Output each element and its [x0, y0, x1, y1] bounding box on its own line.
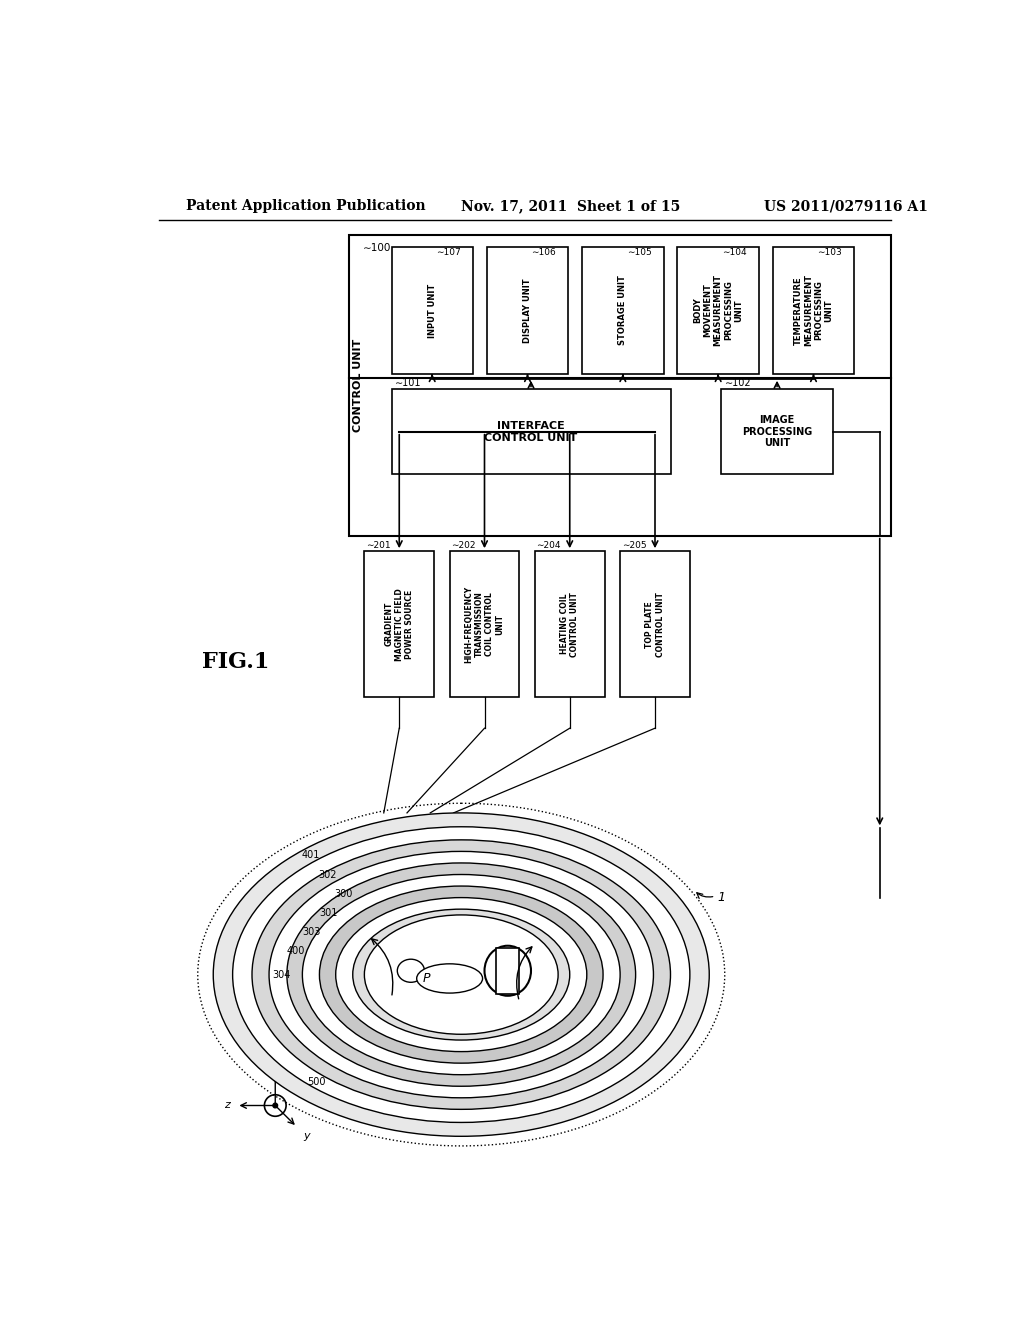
Text: ∼107: ∼107 [436, 248, 461, 257]
Ellipse shape [269, 851, 653, 1098]
Text: FIG.1: FIG.1 [202, 651, 269, 673]
Ellipse shape [302, 874, 621, 1074]
Bar [773, 247, 854, 374]
Bar [486, 247, 568, 374]
Bar [349, 235, 891, 536]
Text: 301: 301 [318, 908, 337, 917]
Text: Patent Application Publication: Patent Application Publication [186, 199, 426, 213]
Ellipse shape [397, 960, 424, 982]
Ellipse shape [365, 915, 558, 1035]
Ellipse shape [319, 886, 603, 1063]
Text: ∼201: ∼201 [366, 541, 390, 549]
Ellipse shape [417, 964, 482, 993]
Text: INPUT UNIT: INPUT UNIT [428, 284, 436, 338]
Text: 303: 303 [302, 927, 321, 937]
Text: 401: 401 [302, 850, 321, 861]
Text: TEMPERATURE
MEASUREMENT
PROCESSING
UNIT: TEMPERATURE MEASUREMENT PROCESSING UNIT [794, 275, 834, 346]
Bar [621, 552, 690, 697]
Ellipse shape [352, 909, 569, 1040]
Text: STORAGE UNIT: STORAGE UNIT [618, 276, 628, 346]
Text: DISPLAY UNIT: DISPLAY UNIT [523, 279, 532, 343]
Bar [678, 247, 759, 374]
Text: 400: 400 [287, 946, 305, 957]
Text: ∼202: ∼202 [452, 541, 476, 549]
Text: 302: 302 [318, 870, 337, 879]
Text: ∼100: ∼100 [362, 243, 391, 253]
Bar [365, 552, 434, 697]
Text: Nov. 17, 2011  Sheet 1 of 15: Nov. 17, 2011 Sheet 1 of 15 [461, 199, 681, 213]
Text: ∼105: ∼105 [627, 248, 651, 257]
Text: 304: 304 [272, 970, 291, 979]
Bar [391, 389, 671, 474]
Text: HIGH-FREQUENCY
TRANSMISSION
COIL CONTROL
UNIT: HIGH-FREQUENCY TRANSMISSION COIL CONTROL… [465, 586, 505, 663]
Text: 300: 300 [335, 888, 352, 899]
Bar [450, 552, 519, 697]
Ellipse shape [287, 863, 636, 1086]
Text: US 2011/0279116 A1: US 2011/0279116 A1 [764, 199, 928, 213]
Text: 500: 500 [307, 1077, 326, 1088]
Circle shape [273, 1104, 278, 1107]
Text: GRADIENT
MAGNETIC FIELD
POWER SOURCE: GRADIENT MAGNETIC FIELD POWER SOURCE [384, 587, 414, 660]
Text: x: x [272, 1049, 279, 1059]
Text: 1: 1 [717, 891, 725, 904]
Text: TOP PLATE
CONTROL UNIT: TOP PLATE CONTROL UNIT [645, 591, 665, 656]
Text: IMAGE
PROCESSING
UNIT: IMAGE PROCESSING UNIT [742, 416, 812, 449]
Text: ∼103: ∼103 [817, 248, 842, 257]
Bar [721, 389, 834, 474]
Text: ∼102: ∼102 [725, 378, 752, 388]
Text: ∼101: ∼101 [395, 378, 422, 388]
Text: ∼106: ∼106 [531, 248, 556, 257]
Bar [391, 247, 473, 374]
Ellipse shape [252, 840, 671, 1109]
Text: CONTROL UNIT: CONTROL UNIT [353, 339, 364, 432]
Bar [496, 948, 519, 994]
Bar [583, 247, 664, 374]
Text: BODY
MOVEMENT
MEASUREMENT
PROCESSING
UNIT: BODY MOVEMENT MEASUREMENT PROCESSING UNI… [693, 275, 743, 346]
Text: ∼205: ∼205 [622, 541, 646, 549]
Text: HEATING COIL
CONTROL UNIT: HEATING COIL CONTROL UNIT [560, 591, 580, 656]
Text: z: z [224, 1101, 230, 1110]
Text: P: P [423, 972, 430, 985]
Text: ∼204: ∼204 [537, 541, 561, 549]
Text: ∼104: ∼104 [722, 248, 746, 257]
Text: y: y [303, 1131, 310, 1140]
Bar [535, 552, 604, 697]
Ellipse shape [232, 826, 690, 1122]
Text: INTERFACE
CONTROL UNIT: INTERFACE CONTROL UNIT [484, 421, 578, 442]
Ellipse shape [336, 898, 587, 1052]
Ellipse shape [213, 813, 710, 1137]
